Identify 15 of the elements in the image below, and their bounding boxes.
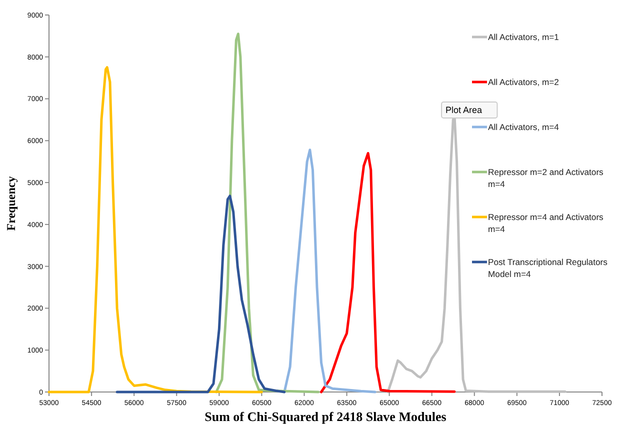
y-axis-title: Frequency: [4, 176, 18, 231]
line-series: [386, 116, 566, 394]
line-series: [48, 66, 263, 394]
line-series: [320, 152, 456, 394]
legend-label: All Activators, m=1: [488, 32, 560, 42]
annotation: Plot Area: [446, 105, 482, 116]
legend-label: All Activators, m=4: [488, 122, 560, 132]
line-series: [283, 148, 376, 394]
legend-label: Post Transcriptional Regulators Model m=4: [488, 257, 608, 280]
legend-label: All Activators, m=2: [488, 77, 560, 88]
line-series: [215, 32, 320, 394]
x-axis-title: Sum of Chi-Squared pf 2418 Slave Modules: [204, 409, 446, 424]
line-series: [116, 194, 286, 394]
legend-label: Repressor m=2 and Activators m=4: [488, 167, 604, 190]
legend-label: Repressor m=4 and Activators m=4: [488, 212, 604, 234]
